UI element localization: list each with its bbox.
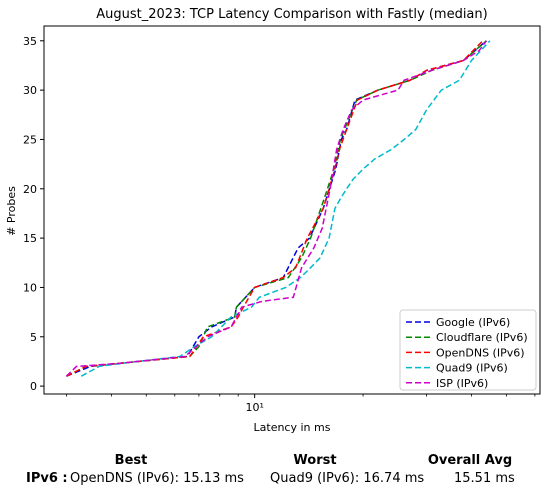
y-tick-label: 0 — [30, 380, 37, 393]
worst-value: Quad9 (IPv6): 16.74 ms — [270, 471, 425, 486]
y-tick-label: 5 — [30, 331, 37, 344]
overall-avg-value: 15.51 ms — [454, 471, 515, 486]
plot-frame — [43, 25, 541, 395]
y-tick-label: 20 — [23, 183, 37, 196]
y-tick-label: 30 — [23, 84, 37, 97]
series-line — [65, 40, 488, 377]
y-tick-label: 15 — [23, 232, 37, 245]
legend-label: Google (IPv6) — [436, 316, 510, 329]
legend-label: OpenDNS (IPv6) — [436, 346, 525, 359]
worst-header: Worst — [293, 453, 337, 468]
overall-avg-header: Overall Avg — [427, 453, 513, 468]
chart-title: August_2023: TCP Latency Comparison with… — [96, 7, 487, 22]
summary-table: Best Worst Overall Avg IPv6 : OpenDNS (I… — [0, 448, 548, 496]
ipv6-row-label: IPv6 : — [26, 471, 68, 486]
y-axis-label: # Probes — [5, 186, 18, 236]
legend-label: ISP (IPv6) — [436, 377, 488, 390]
legend-box — [399, 309, 537, 391]
best-value: OpenDNS (IPv6): 15.13 ms — [70, 471, 244, 486]
x-axis-label: Latency in ms — [254, 421, 331, 434]
chart: August_2023: TCP Latency Comparison with… — [5, 7, 541, 434]
y-tick-label: 35 — [23, 35, 37, 48]
legend-label: Quad9 (IPv6) — [436, 362, 508, 375]
x-tick-label: 10¹ — [245, 401, 263, 414]
best-header: Best — [114, 453, 148, 468]
y-tick-label: 10 — [23, 281, 37, 294]
plot-area: 0 5 10 15 20 25 30 35 10¹ Google (IPv6) Cloudflare… — [23, 25, 541, 414]
legend-label: Cloudflare (IPv6) — [436, 331, 528, 344]
y-tick-label: 25 — [23, 133, 37, 146]
